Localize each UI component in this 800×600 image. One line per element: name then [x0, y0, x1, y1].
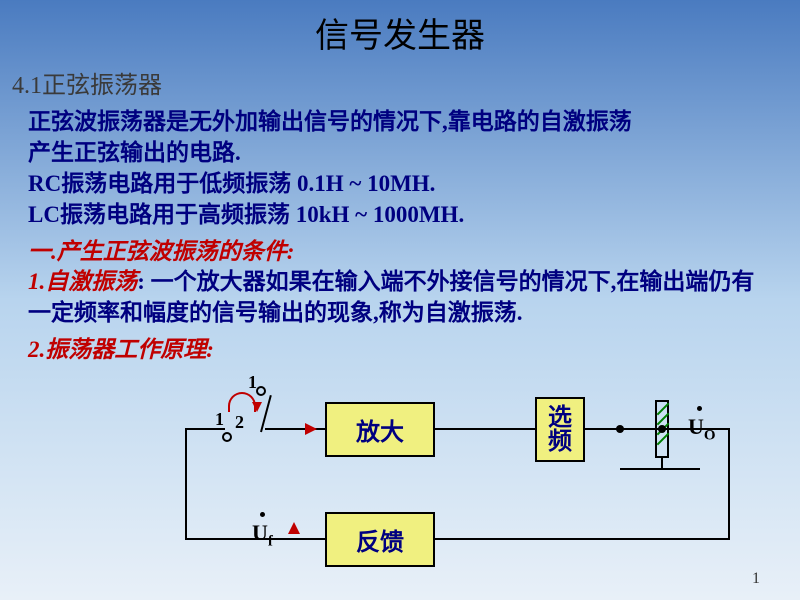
wire [185, 428, 225, 430]
page-number: 1 [752, 570, 760, 588]
node [616, 425, 624, 433]
sel-line-2: 频 [548, 430, 572, 454]
selector-block: 选 频 [535, 397, 585, 462]
feedback-label: Uf [252, 520, 273, 550]
page-title: 信号发生器 [0, 0, 800, 57]
heading-conditions: 一.产生正弦波振荡的条件: [28, 232, 772, 266]
wire [435, 428, 535, 430]
switch-pos-1-mid: 1 [215, 409, 224, 430]
wire [435, 538, 730, 540]
arrow-right-icon [305, 423, 317, 435]
switch-arm [260, 395, 272, 432]
wire [620, 468, 700, 470]
switch-arrow-icon [252, 402, 262, 412]
paragraph-1-line-4: LC振荡电路用于高频振荡 10kH ~ 1000MH. [28, 199, 772, 230]
sel-line-1: 选 [548, 406, 572, 430]
item1-head: 1.自激振荡 [28, 269, 137, 294]
content-area: 正弦波振荡器是无外加输出信号的情况下,靠电路的自激振荡 产生正弦输出的电路. R… [0, 100, 800, 364]
paragraph-1-line-3: RC振荡电路用于低频振荡 0.1H ~ 10MH. [28, 168, 772, 199]
amplifier-block: 放大 [325, 402, 435, 457]
item-working-principle: 2.振荡器工作原理: [28, 330, 772, 364]
switch-pos-2: 2 [235, 412, 244, 433]
item-self-oscillation: 1.自激振荡: 一个放大器如果在输入端不外接信号的情况下,在输出端仍有一定频率和… [28, 266, 772, 328]
output-label: UO [688, 414, 716, 444]
node [658, 425, 666, 433]
dot-over-uf [260, 512, 265, 517]
arrow-up-icon [288, 522, 300, 534]
section-number: 4.1正弦振荡器 [0, 65, 800, 100]
terminal-2 [256, 386, 266, 396]
wire [728, 428, 730, 540]
terminal-1 [222, 432, 232, 442]
paragraph-1-line-2: 产生正弦输出的电路. [28, 137, 772, 168]
paragraph-1-line-1: 正弦波振荡器是无外加输出信号的情况下,靠电路的自激振荡 [28, 106, 772, 137]
block-diagram: 放大 选 频 反馈 1 1 2 UO Uf [50, 372, 750, 572]
dot-over-uo [697, 406, 702, 411]
feedback-block: 反馈 [325, 512, 435, 567]
wire [185, 428, 187, 540]
item1-body: : 一个放大器如果在输入端不外接信号的情况下,在输出端仍有一定频率和幅度的信号输… [28, 269, 754, 325]
